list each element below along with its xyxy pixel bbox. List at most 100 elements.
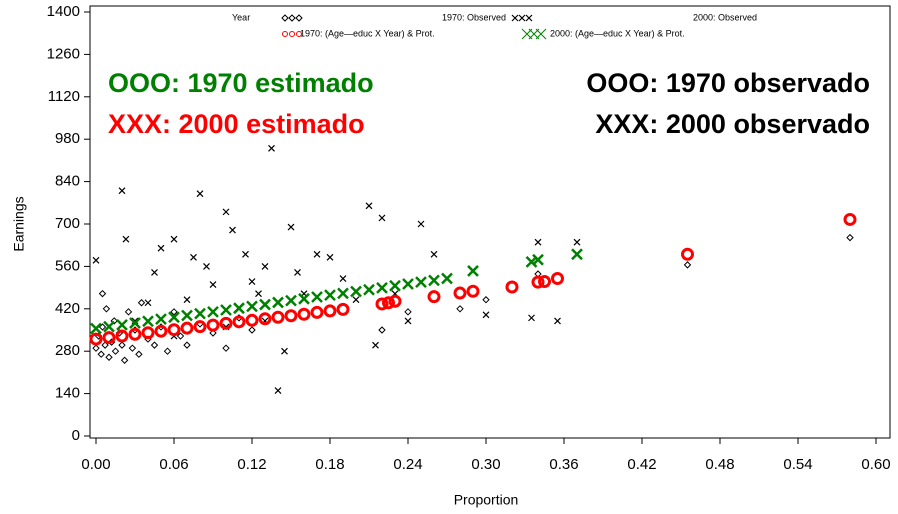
point bbox=[176, 332, 185, 340]
point bbox=[135, 350, 143, 358]
y-tick-label: 560 bbox=[55, 257, 80, 274]
legend-symbol bbox=[525, 14, 533, 22]
point bbox=[271, 310, 285, 324]
point bbox=[336, 302, 350, 316]
point bbox=[388, 294, 402, 308]
y-tick-label: 980 bbox=[55, 130, 80, 147]
y-tick-label: 420 bbox=[55, 300, 80, 317]
point bbox=[573, 238, 581, 246]
point bbox=[168, 311, 180, 324]
point bbox=[118, 187, 126, 195]
point bbox=[430, 250, 438, 258]
point bbox=[116, 318, 128, 331]
point bbox=[144, 299, 152, 307]
point bbox=[248, 326, 256, 334]
point bbox=[131, 317, 139, 325]
point bbox=[846, 233, 854, 242]
legend-symbol bbox=[296, 31, 302, 37]
point bbox=[404, 317, 412, 325]
point bbox=[180, 321, 194, 335]
point bbox=[222, 208, 230, 216]
point bbox=[323, 304, 337, 318]
legend-label: 2000: (Age—educ X Year) & Prot. bbox=[550, 28, 685, 38]
point bbox=[115, 329, 129, 343]
point bbox=[417, 220, 425, 228]
point bbox=[101, 341, 109, 349]
point bbox=[415, 276, 427, 289]
point bbox=[170, 235, 178, 243]
point bbox=[350, 285, 362, 298]
point bbox=[466, 284, 480, 298]
legend-symbol bbox=[288, 14, 296, 22]
point bbox=[255, 290, 262, 298]
point bbox=[141, 326, 155, 340]
y-tick-label: 140 bbox=[55, 385, 80, 402]
point bbox=[157, 244, 165, 252]
y-tick-label: 840 bbox=[55, 173, 80, 190]
point bbox=[98, 289, 107, 298]
point bbox=[274, 387, 282, 394]
point bbox=[376, 282, 388, 294]
point bbox=[97, 350, 105, 358]
point bbox=[382, 296, 395, 310]
point bbox=[89, 332, 103, 346]
point bbox=[103, 320, 115, 333]
legend-symbol bbox=[511, 14, 519, 22]
x-tick-label: 0.42 bbox=[627, 456, 656, 473]
point bbox=[233, 302, 245, 315]
point bbox=[525, 255, 538, 268]
x-tick-label: 0.24 bbox=[393, 456, 422, 473]
point bbox=[531, 275, 545, 289]
point bbox=[193, 320, 207, 334]
point bbox=[337, 287, 349, 300]
point bbox=[181, 309, 193, 322]
point bbox=[294, 269, 301, 276]
point bbox=[261, 262, 269, 270]
y-tick-label: 1400 bbox=[47, 3, 80, 20]
y-tick-label: 0 bbox=[72, 427, 80, 444]
point bbox=[352, 296, 360, 304]
legend-symbol bbox=[289, 31, 295, 37]
point bbox=[155, 313, 167, 325]
point bbox=[90, 322, 102, 335]
point bbox=[268, 144, 275, 152]
point bbox=[363, 283, 375, 296]
point bbox=[154, 324, 168, 338]
legend-symbol bbox=[535, 28, 547, 40]
point bbox=[287, 223, 295, 231]
point bbox=[378, 326, 386, 334]
point bbox=[105, 353, 113, 361]
point bbox=[245, 313, 259, 327]
y-tick-label: 1120 bbox=[48, 88, 80, 105]
point bbox=[284, 309, 298, 323]
point bbox=[246, 300, 258, 313]
point bbox=[427, 290, 441, 304]
point bbox=[229, 226, 236, 234]
point bbox=[142, 315, 154, 328]
point bbox=[232, 315, 246, 329]
y-tick-label: 1260 bbox=[47, 45, 80, 62]
point bbox=[453, 286, 467, 300]
point bbox=[203, 262, 210, 270]
point bbox=[102, 331, 116, 345]
annotation: OOO: 1970 observado bbox=[586, 68, 870, 98]
point bbox=[298, 292, 310, 305]
point bbox=[339, 275, 347, 282]
point bbox=[505, 280, 519, 294]
point bbox=[372, 341, 379, 349]
point bbox=[534, 238, 542, 246]
x-tick-label: 0.36 bbox=[549, 456, 578, 473]
point bbox=[551, 272, 564, 286]
point bbox=[258, 312, 272, 326]
point bbox=[482, 311, 490, 319]
point bbox=[554, 317, 561, 325]
point bbox=[137, 299, 146, 307]
plot-frame bbox=[89, 5, 891, 439]
point bbox=[150, 341, 159, 349]
point bbox=[170, 308, 178, 316]
legend-symbol bbox=[295, 14, 303, 22]
legend-title: Year bbox=[232, 12, 250, 22]
point bbox=[207, 305, 219, 318]
point bbox=[151, 269, 158, 276]
